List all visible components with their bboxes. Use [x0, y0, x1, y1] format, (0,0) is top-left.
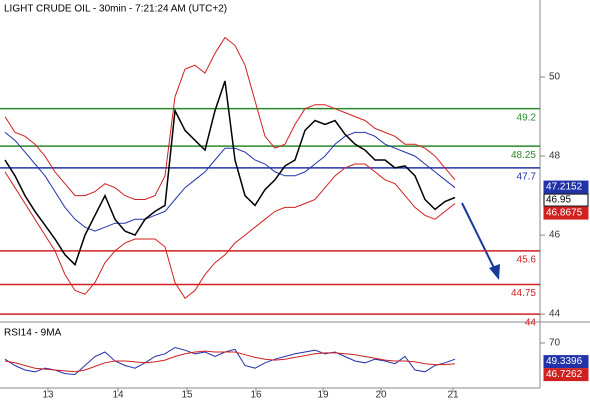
x-tick-label: 20	[375, 390, 387, 400]
level-label: 44	[525, 318, 537, 329]
last-value-box	[543, 355, 589, 369]
x-tick-label: 21	[447, 390, 459, 400]
chart-title: LIGHT CRUDE OIL - 30min - 7:21:24 AM (UT…	[4, 4, 227, 15]
level-label: 44.75	[511, 288, 536, 299]
level-label: 45.6	[517, 255, 537, 266]
series-line	[4, 163, 456, 300]
last-value-label: 46.7262	[546, 369, 583, 380]
series-line	[4, 131, 456, 232]
y-tick-label: 44	[549, 309, 561, 320]
y-tick-label: 70	[549, 338, 561, 349]
last-value-box	[543, 206, 589, 220]
last-value-label: 46.95	[546, 195, 571, 206]
series-line	[4, 80, 456, 267]
arrow-line	[461, 202, 496, 271]
level-label: 48.25	[511, 150, 536, 161]
forecast-arrow	[461, 202, 500, 280]
rsi-title: RSI14 - 9MA	[4, 328, 62, 339]
level-label: 47.7	[517, 172, 537, 183]
y-tick-label: 50	[549, 72, 561, 83]
last-value-label: 46.8675	[546, 208, 583, 219]
series-line	[4, 346, 456, 376]
last-value-box	[543, 193, 589, 207]
level-label: 49.2	[517, 112, 537, 123]
x-tick-label: 13	[42, 390, 54, 400]
y-tick-label: 48	[549, 151, 561, 162]
x-tick-label: 16	[250, 390, 262, 400]
last-value-label: 47.2152	[546, 182, 583, 193]
y-tick-label: 46	[549, 230, 561, 241]
last-value-label: 49.3396	[546, 356, 583, 367]
last-value-box	[543, 180, 589, 194]
arrow-head	[489, 264, 500, 280]
x-tick-label: 15	[181, 390, 193, 400]
last-value-box	[543, 368, 589, 382]
x-tick-label: 14	[112, 390, 124, 400]
series-line	[4, 36, 456, 200]
x-tick-label: 19	[317, 390, 329, 400]
series-line	[4, 350, 456, 373]
